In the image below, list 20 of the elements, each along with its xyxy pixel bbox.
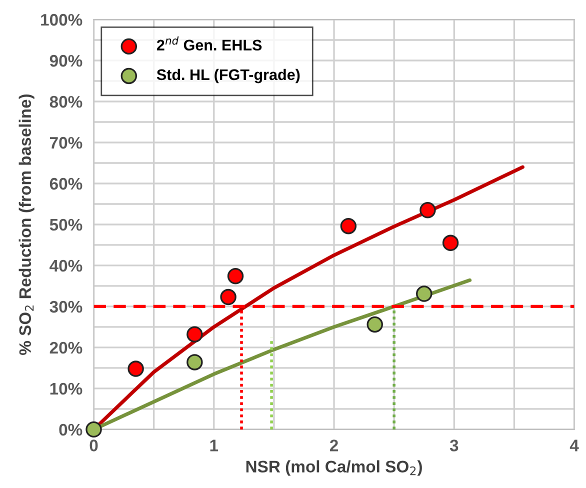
y-tick-label: 40% (50, 260, 82, 272)
y-tick-label: 20% (50, 342, 82, 354)
y-tick-label: 10% (50, 382, 82, 395)
x-tick-label: 3 (450, 440, 458, 452)
legend-label: Std. HL (FGT-grade) (156, 68, 300, 84)
y-tick-label: 0% (59, 424, 82, 436)
y-tick-label: 80% (50, 96, 82, 108)
y-axis-title: % SO$_{2}$ Reduction (from baseline) (18, 94, 34, 355)
y-tick-label: 60% (50, 178, 82, 190)
y-tick-label: 50% (50, 218, 82, 231)
x-tick-label: 1 (210, 440, 218, 452)
y-tick-label: 100% (41, 14, 82, 26)
x-tick-label: 4 (570, 440, 579, 452)
legend-label: 2$^{nd}$ Gen. EHLS (156, 36, 262, 51)
y-tick-label: 30% (50, 300, 82, 313)
y-tick-label: 90% (50, 54, 82, 67)
x-tick-label: 2 (330, 440, 338, 452)
y-tick-label: 70% (50, 136, 82, 149)
x-axis-title: NSR (mol Ca/mol SO$_{2}$) (246, 460, 422, 476)
x-tick-label: 0 (90, 440, 98, 452)
